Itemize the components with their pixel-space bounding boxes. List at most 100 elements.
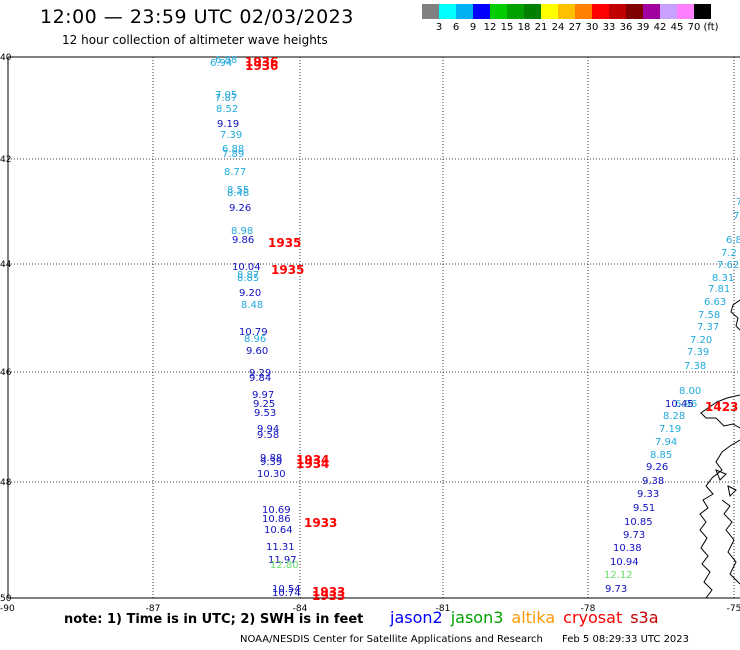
wave-height-reading: 8.87 [237,270,259,281]
pass-time-label: 1933 [312,585,345,599]
legend-swatch [592,4,609,19]
satellite-altika-label: altika [511,608,556,627]
island-outline [715,469,737,498]
wave-height-reading: 9.88 [260,453,282,464]
coastline-segment [730,299,740,331]
wave-height-reading: 8.31 [712,273,734,284]
wave-height-reading: 7.89 [222,149,244,160]
wave-height-reading: 9.58 [257,430,279,441]
longitude-label: -78 [581,604,596,614]
wave-height-reading: 7.38 [684,361,706,372]
wave-height-reading: 11.31 [266,542,295,553]
legend-swatch [473,4,490,19]
wave-height-reading: 7.20 [690,335,712,346]
legend-swatch [456,4,473,19]
wave-height-reading: 9.60 [246,346,268,357]
axis-labels: 40 42 44 46 48 50 -87 -84 -81 -78 -75 -90 [0,53,740,614]
coastline-segment [721,499,740,585]
wave-height-reading: 10.45 [665,399,694,410]
wave-height-reading: 10.86 [262,514,291,525]
wave-height-reading: 7.37 [697,322,719,333]
legend-label: 39 [636,22,650,33]
wave-height-reading: 8.85 [650,450,672,461]
wave-height-reading: 8.00 [679,386,701,397]
wave-height-reading: 9.86 [232,235,254,246]
wave-height-reading: 9.19 [217,119,239,130]
wave-height-reading: 9.51 [633,503,655,514]
pass-time-label: 1933 [304,516,337,530]
wave-height-reading: 7 [736,197,740,208]
wave-height-reading: 9.25 [253,399,275,410]
units-note: note: 1) Time is in UTC; 2) SWH is in fe… [64,612,364,627]
wave-height-reading: 6.88 [215,55,237,66]
wave-height-reading: 6.88 [222,144,244,155]
satellite-jason3-label: jason3 [450,608,504,627]
wave-height-reading: 10.64 [264,525,293,536]
legend-label: 36 [619,22,633,33]
wave-height-reading: 8.96 [244,334,266,345]
wave-height-reading: 7.05 [215,90,237,101]
wave-height-reading: 9.26 [229,203,251,214]
wave-height-reading: 7.62 [717,260,739,271]
legend-label: 30 [585,22,599,33]
legend-label: 15 [500,22,514,33]
pass-time-label: 1934 [296,453,329,467]
wave-height-reading: 9.20 [239,288,261,299]
wave-height-reading: 9.97 [252,390,274,401]
wave-height-reading: 10.94 [610,557,639,568]
pass-time-label: 1933 [312,589,345,603]
longitude-label: -81 [436,604,451,614]
legend-label: 6 [452,22,460,33]
legend-label: 9 [469,22,477,33]
legend-swatch [575,4,592,19]
wave-height-reading: 7.94 [655,437,677,448]
color-scale-legend [422,4,711,20]
wave-height-reading: 6.63 [704,297,726,308]
wave-height-reading: 11.97 [268,555,297,566]
wave-height-reading: 10.54 [272,584,301,595]
legend-label: 24 [551,22,565,33]
legend-swatch [439,4,456,19]
legend-label: 27 [568,22,582,33]
wave-height-reading: 8.48 [227,188,249,199]
wave-height-reading: 12.12 [604,570,633,581]
corner-label: -90 [0,604,15,614]
wave-height-reading: 10.85 [624,517,653,528]
wave-height-reading: 8.98 [231,226,253,237]
legend-label: 33 [602,22,616,33]
wave-height-reading: 10.79 [239,327,268,338]
wave-height-reading: 7.19 [659,424,681,435]
legend-swatch [558,4,575,19]
wave-height-reading: 10.38 [613,543,642,554]
latitude-label: 46 [0,368,12,378]
wave-height-reading: 7 [733,211,739,222]
pass-time-label: 1936 [245,59,278,73]
satellite-cryosat-label: cryosat [563,608,623,627]
legend-label: 45 [670,22,684,33]
map-frame [7,56,740,599]
wave-height-reading: 12.80 [270,560,299,571]
wave-height-reading: 8.85 [237,273,259,284]
wave-height-reading: 7.81 [708,284,730,295]
wave-height-reading: 9.39 [260,457,282,468]
legend-swatch [524,4,541,19]
legend-label: 42 [653,22,667,33]
wave-height-reading: 10.04 [232,262,261,273]
wave-height-reading: 6.96 [675,399,697,410]
pass-time-label: 1935 [271,263,304,277]
coastline [699,299,740,599]
legend-swatch [660,4,677,19]
satellite-key: jason2 jason3 altika cryosat s3a [390,608,667,627]
latitude-label: 50 [0,594,12,604]
wave-height-reading: 9.73 [605,584,627,595]
pass-time-label: 1936 [245,55,278,69]
legend-label: 70 [687,22,701,33]
legend-swatch [694,4,711,19]
legend-swatch [541,4,558,19]
pass-time-label: 1934 [296,457,329,471]
longitude-label: -75 [727,604,740,614]
longitude-label: -87 [146,604,161,614]
wave-height-reading: 6.94 [210,58,232,69]
wave-height-reading: 10.69 [262,505,291,516]
